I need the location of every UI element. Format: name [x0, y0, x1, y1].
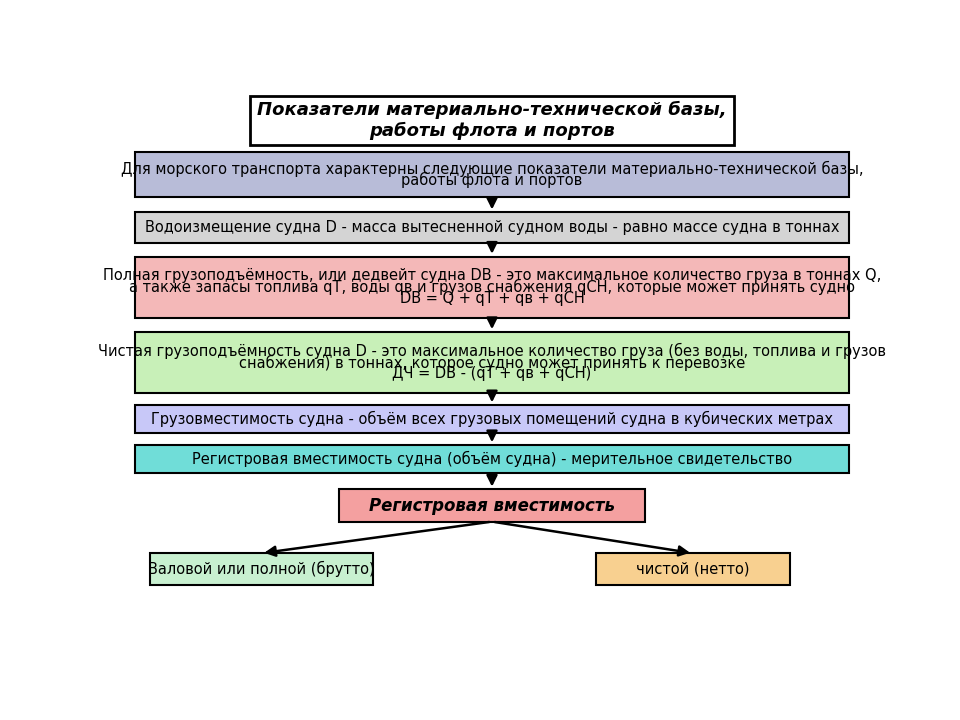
- Text: Регистровая вместимость судна (объём судна) - мерительное свидетельство: Регистровая вместимость судна (объём суд…: [192, 451, 792, 467]
- Text: работы флота и портов: работы флота и портов: [401, 172, 583, 189]
- FancyBboxPatch shape: [134, 256, 849, 318]
- FancyBboxPatch shape: [340, 490, 644, 521]
- Text: а также запасы топлива qТ, воды qв и грузов снабжения qСН, которые может принять: а также запасы топлива qТ, воды qв и гру…: [129, 279, 855, 295]
- FancyBboxPatch shape: [596, 553, 789, 585]
- Text: чистой (нетто): чистой (нетто): [636, 562, 750, 577]
- Text: Регистровая вместимость: Регистровая вместимость: [369, 497, 615, 515]
- FancyBboxPatch shape: [150, 553, 372, 585]
- FancyBboxPatch shape: [134, 212, 849, 243]
- FancyBboxPatch shape: [134, 332, 849, 393]
- FancyBboxPatch shape: [134, 445, 849, 473]
- FancyBboxPatch shape: [134, 152, 849, 197]
- Text: ДЧ = DB - (qТ + qв + qСН): ДЧ = DB - (qТ + qв + qСН): [393, 366, 591, 382]
- Text: Показатели материально-технической базы,
работы флота и портов: Показатели материально-технической базы,…: [257, 101, 727, 140]
- Text: Чистая грузоподъёмность судна D - это максимальное количество груза (без воды, т: Чистая грузоподъёмность судна D - это ма…: [98, 343, 886, 359]
- Text: Для морского транспорта характерны следующие показатели материально-технической : Для морского транспорта характерны следу…: [121, 161, 863, 177]
- Text: DB = Q + qТ + qв + qСН: DB = Q + qТ + qв + qСН: [399, 291, 585, 306]
- FancyBboxPatch shape: [251, 96, 733, 145]
- Text: снабжения) в тоннах, которое судно может принять к перевозке: снабжения) в тоннах, которое судно может…: [239, 354, 745, 371]
- Text: Водоизмещение судна D - масса вытесненной судном воды - равно массе судна в тонн: Водоизмещение судна D - масса вытесненно…: [145, 220, 839, 235]
- Text: Грузовместимость судна - объём всех грузовых помещений судна в кубических метрах: Грузовместимость судна - объём всех груз…: [151, 411, 833, 427]
- FancyBboxPatch shape: [134, 405, 849, 433]
- Text: Валовой или полной (брутто): Валовой или полной (брутто): [148, 561, 374, 577]
- Text: Полная грузоподъёмность, или дедвейт судна DB - это максимальное количество груз: Полная грузоподъёмность, или дедвейт суд…: [103, 269, 881, 283]
